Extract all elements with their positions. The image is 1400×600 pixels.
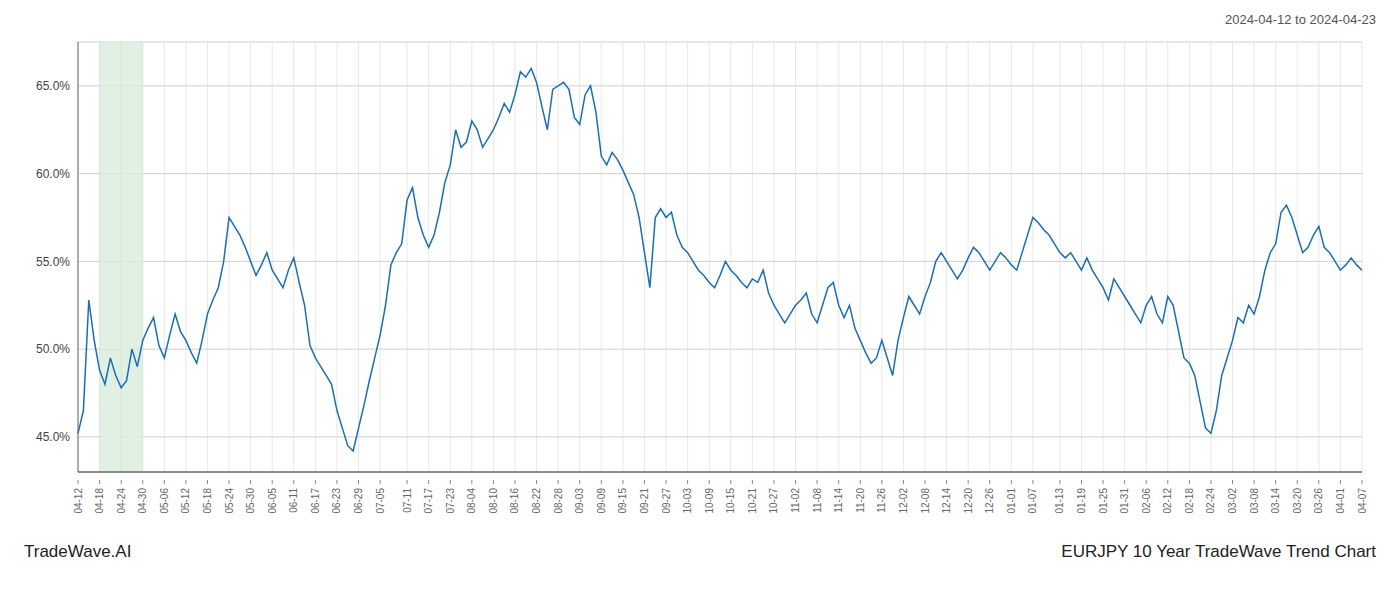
svg-text:07-17: 07-17 [423, 488, 434, 514]
svg-text:11-08: 11-08 [812, 488, 823, 513]
svg-text:04-07: 04-07 [1357, 488, 1368, 514]
svg-text:04-18: 04-18 [94, 488, 105, 514]
svg-text:06-11: 06-11 [288, 488, 299, 513]
svg-text:01-13: 01-13 [1054, 488, 1065, 514]
svg-text:07-23: 07-23 [445, 488, 456, 514]
svg-text:02-18: 02-18 [1184, 488, 1195, 514]
svg-text:09-21: 09-21 [639, 488, 650, 514]
svg-text:12-08: 12-08 [920, 488, 931, 514]
svg-text:02-06: 02-06 [1141, 488, 1152, 514]
svg-text:12-26: 12-26 [984, 488, 995, 514]
svg-text:03-02: 03-02 [1227, 488, 1238, 514]
svg-text:50.0%: 50.0% [36, 342, 70, 356]
svg-text:09-09: 09-09 [596, 488, 607, 514]
svg-text:12-20: 12-20 [963, 488, 974, 514]
svg-text:05-06: 05-06 [159, 488, 170, 514]
svg-text:01-19: 01-19 [1076, 488, 1087, 514]
svg-text:08-04: 08-04 [466, 488, 477, 514]
svg-text:10-03: 10-03 [682, 488, 693, 514]
svg-text:04-01: 04-01 [1335, 488, 1346, 514]
svg-text:60.0%: 60.0% [36, 167, 70, 181]
svg-text:04-12: 04-12 [73, 488, 84, 514]
svg-text:11-14: 11-14 [833, 488, 844, 513]
svg-text:12-02: 12-02 [898, 488, 909, 514]
svg-text:09-27: 09-27 [661, 488, 672, 514]
svg-text:01-25: 01-25 [1098, 488, 1109, 514]
html-text:2024-04-12 to 2024-04-23: 2024-04-12 to 2024-04-23 [1224, 12, 1376, 27]
svg-text:03-08: 03-08 [1249, 488, 1260, 514]
svg-text:55.0%: 55.0% [36, 255, 70, 269]
svg-text:06-29: 06-29 [353, 488, 364, 514]
svg-text:08-16: 08-16 [509, 488, 520, 514]
svg-text:01-07: 01-07 [1027, 488, 1038, 514]
svg-text:07-11: 07-11 [402, 488, 413, 513]
svg-text:08-10: 08-10 [488, 488, 499, 514]
svg-text:05-24: 05-24 [224, 488, 235, 514]
svg-text:07-05: 07-05 [375, 488, 386, 514]
svg-text:09-15: 09-15 [617, 488, 628, 514]
svg-text:45.0%: 45.0% [36, 430, 70, 444]
svg-text:08-28: 08-28 [553, 488, 564, 514]
html-text:TradeWave.AI: TradeWave.AI [24, 542, 132, 561]
svg-text:06-17: 06-17 [310, 488, 321, 514]
svg-text:11-20: 11-20 [855, 488, 866, 513]
svg-text:02-24: 02-24 [1205, 488, 1216, 514]
svg-text:04-30: 04-30 [137, 488, 148, 514]
svg-text:05-12: 05-12 [180, 488, 191, 514]
svg-text:05-30: 05-30 [245, 488, 256, 514]
svg-text:06-23: 06-23 [331, 488, 342, 514]
svg-text:09-03: 09-03 [574, 488, 585, 514]
html-text:EURJPY 10 Year TradeWave Trend: EURJPY 10 Year TradeWave Trend Chart [1061, 542, 1376, 561]
svg-text:03-14: 03-14 [1270, 488, 1281, 514]
svg-text:08-22: 08-22 [531, 488, 542, 514]
svg-text:10-09: 10-09 [704, 488, 715, 514]
svg-text:01-01: 01-01 [1006, 488, 1017, 514]
svg-text:10-21: 10-21 [747, 488, 758, 514]
svg-text:11-02: 11-02 [790, 488, 801, 513]
svg-text:65.0%: 65.0% [36, 79, 70, 93]
svg-text:12-14: 12-14 [941, 488, 952, 514]
svg-text:04-24: 04-24 [116, 488, 127, 514]
svg-text:10-15: 10-15 [725, 488, 736, 514]
svg-text:03-26: 03-26 [1313, 488, 1324, 514]
svg-text:02-12: 02-12 [1162, 488, 1173, 514]
svg-text:06-05: 06-05 [267, 488, 278, 514]
svg-text:05-18: 05-18 [202, 488, 213, 514]
svg-text:10-27: 10-27 [768, 488, 779, 514]
svg-text:03-20: 03-20 [1292, 488, 1303, 514]
svg-text:01-31: 01-31 [1119, 488, 1130, 514]
svg-text:11-26: 11-26 [876, 488, 887, 513]
